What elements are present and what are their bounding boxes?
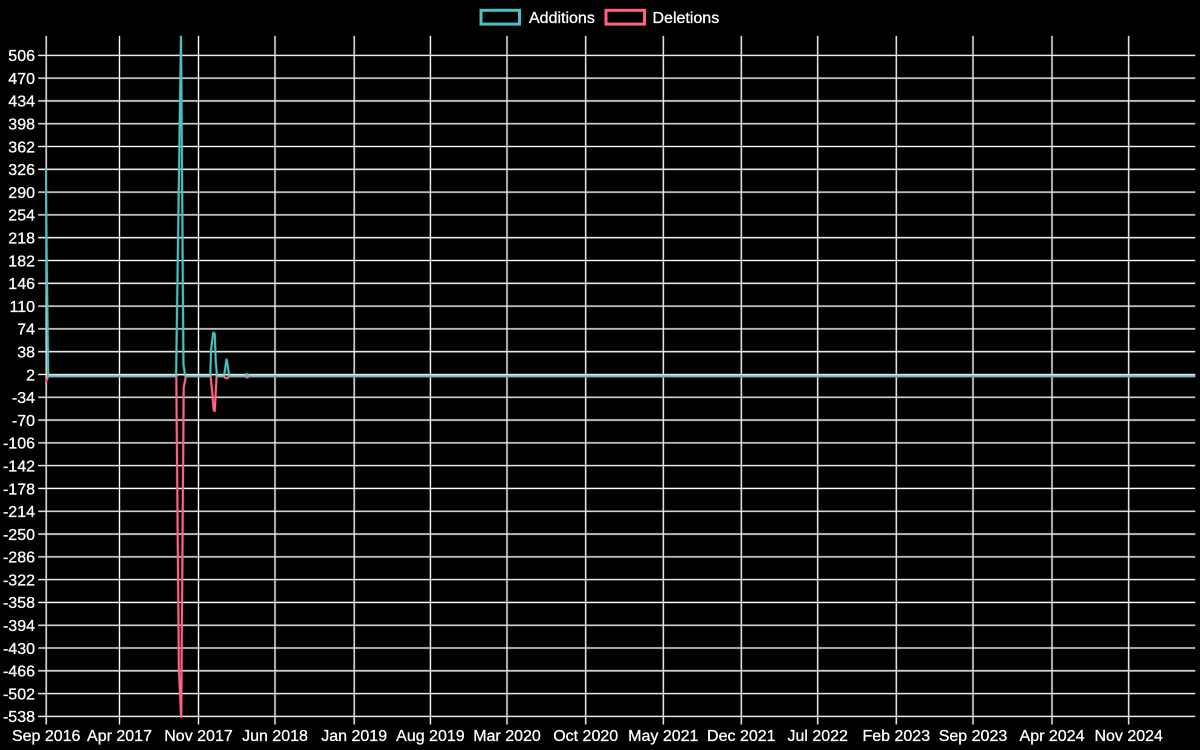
svg-text:Jul 2022: Jul 2022	[787, 728, 848, 745]
svg-text:74: 74	[17, 322, 35, 339]
svg-text:2: 2	[26, 367, 35, 384]
svg-text:Feb 2023: Feb 2023	[862, 728, 930, 745]
svg-text:Dec 2021: Dec 2021	[707, 728, 776, 745]
svg-text:-178: -178	[3, 481, 35, 498]
svg-text:Nov 2017: Nov 2017	[164, 728, 233, 745]
svg-text:254: 254	[8, 208, 35, 225]
svg-text:-430: -430	[3, 641, 35, 658]
svg-text:Mar 2020: Mar 2020	[473, 728, 541, 745]
svg-text:Aug 2019: Aug 2019	[396, 728, 465, 745]
svg-text:182: 182	[8, 253, 35, 270]
svg-text:-70: -70	[12, 413, 35, 430]
svg-text:-394: -394	[3, 618, 35, 635]
svg-text:398: 398	[8, 117, 35, 134]
svg-text:Additions: Additions	[529, 10, 595, 27]
svg-text:-322: -322	[3, 572, 35, 589]
svg-text:218: 218	[8, 231, 35, 248]
svg-text:Jun 2018: Jun 2018	[242, 728, 308, 745]
svg-text:-358: -358	[3, 595, 35, 612]
svg-text:506: 506	[8, 48, 35, 65]
svg-text:Sep 2023: Sep 2023	[939, 728, 1008, 745]
svg-text:38: 38	[17, 344, 35, 361]
svg-text:434: 434	[8, 94, 35, 111]
svg-text:470: 470	[8, 71, 35, 88]
svg-text:-142: -142	[3, 458, 35, 475]
svg-text:Apr 2017: Apr 2017	[87, 728, 152, 745]
svg-text:-466: -466	[3, 664, 35, 681]
svg-text:Apr 2024: Apr 2024	[1020, 728, 1085, 745]
svg-text:-538: -538	[3, 709, 35, 726]
svg-text:Sep 2016: Sep 2016	[12, 728, 81, 745]
svg-text:-286: -286	[3, 550, 35, 567]
svg-text:-106: -106	[3, 436, 35, 453]
svg-text:-250: -250	[3, 527, 35, 544]
svg-text:110: 110	[9, 299, 35, 316]
svg-text:Nov 2024: Nov 2024	[1094, 728, 1163, 745]
svg-text:-502: -502	[3, 686, 35, 703]
svg-text:290: 290	[8, 185, 35, 202]
svg-text:Oct 2020: Oct 2020	[553, 728, 618, 745]
svg-text:146: 146	[8, 276, 35, 293]
svg-text:362: 362	[8, 139, 35, 156]
svg-text:Jan 2019: Jan 2019	[321, 728, 387, 745]
svg-text:Deletions: Deletions	[653, 10, 720, 27]
svg-text:-34: -34	[12, 390, 35, 407]
svg-text:May 2021: May 2021	[628, 728, 698, 745]
svg-text:326: 326	[8, 162, 35, 179]
svg-text:-214: -214	[3, 504, 35, 521]
